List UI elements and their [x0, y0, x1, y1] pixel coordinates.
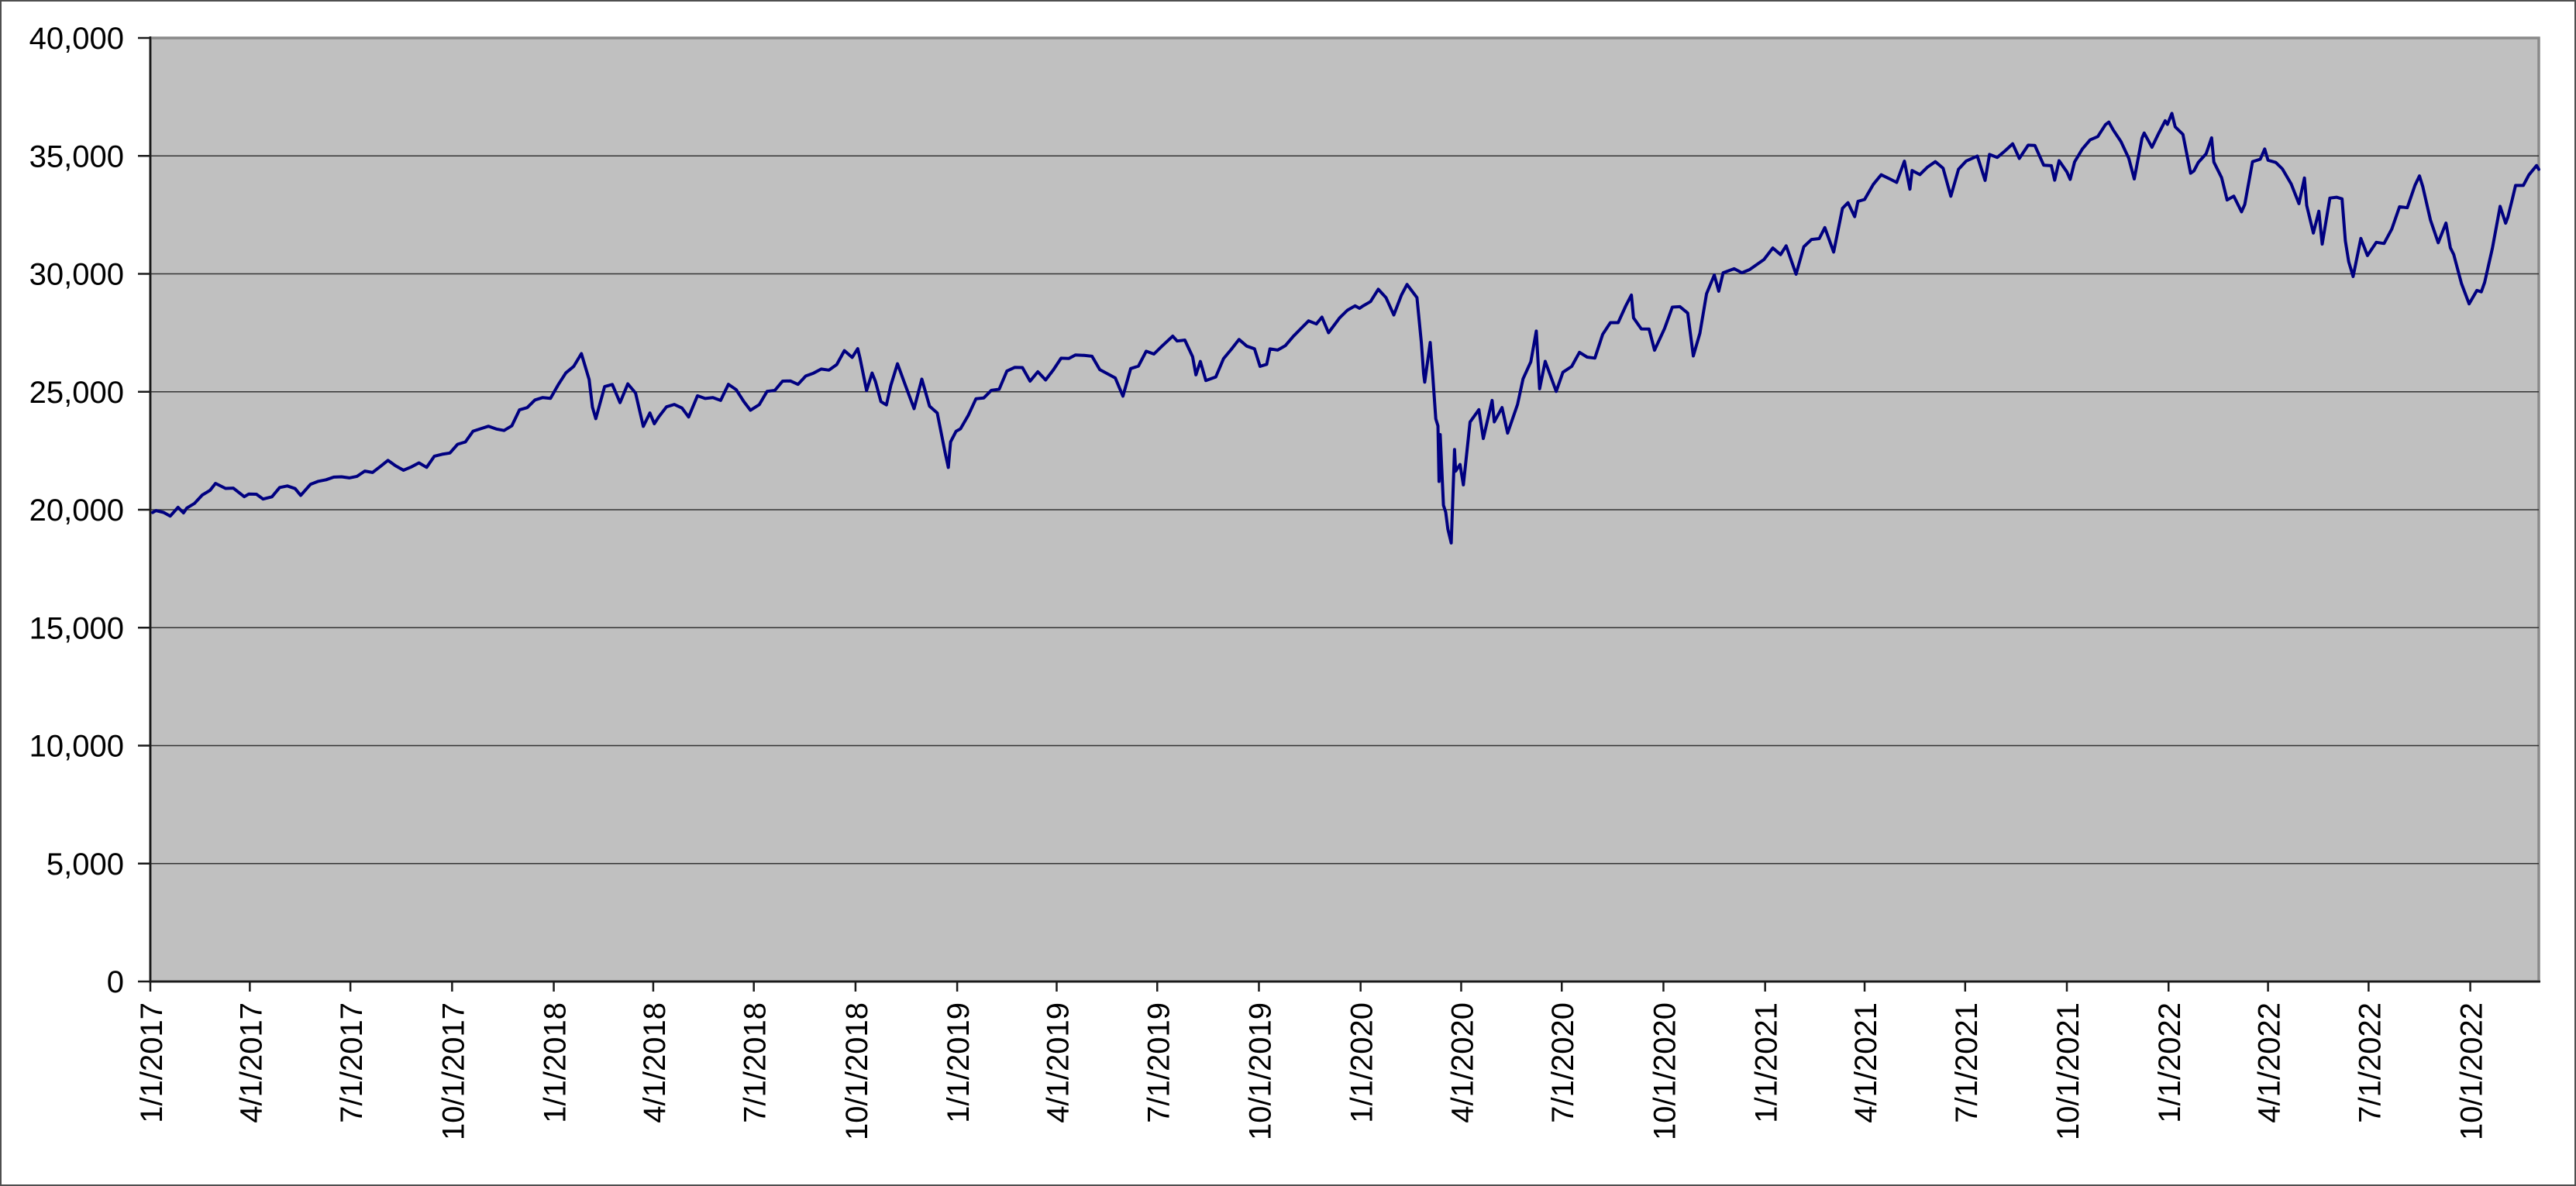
x-axis-tick-label: 7/1/2019 — [1142, 1002, 1176, 1123]
y-axis-tick-label: 35,000 — [29, 139, 124, 174]
x-axis-tick-label: 10/1/2019 — [1243, 1002, 1277, 1140]
x-axis-tick-label: 10/1/2021 — [2051, 1002, 2085, 1140]
x-axis-tick-label: 1/1/2018 — [539, 1002, 573, 1123]
y-axis-tick-label: 0 — [107, 965, 124, 999]
x-axis-tick-label: 1/1/2020 — [1345, 1002, 1379, 1123]
x-axis-tick-label: 1/1/2019 — [942, 1002, 976, 1123]
x-axis-tick-label: 10/1/2017 — [436, 1002, 470, 1140]
y-axis-tick-label: 30,000 — [29, 258, 124, 292]
y-axis-tick-label: 15,000 — [29, 611, 124, 645]
x-axis-tick-label: 10/1/2018 — [840, 1002, 874, 1140]
index-series-line — [150, 112, 2540, 545]
x-axis-tick-label: 4/1/2017 — [234, 1002, 268, 1123]
x-axis-tick-label: 4/1/2020 — [1445, 1002, 1479, 1123]
x-axis-tick-label: 7/1/2021 — [1950, 1002, 1984, 1123]
y-axis-tick-label: 5,000 — [46, 847, 124, 882]
x-axis-tick-label: 1/1/2017 — [135, 1002, 169, 1123]
y-axis-tick-label: 10,000 — [29, 730, 124, 764]
x-axis-tick-label: 7/1/2022 — [2353, 1002, 2387, 1123]
x-axis-tick-label: 1/1/2021 — [1750, 1002, 1784, 1123]
y-axis-tick-label: 20,000 — [29, 493, 124, 528]
x-axis-tick-label: 7/1/2017 — [335, 1002, 369, 1123]
x-axis-tick-label: 4/1/2018 — [638, 1002, 672, 1123]
x-axis-tick-label: 4/1/2019 — [1041, 1002, 1075, 1123]
y-axis-tick-label: 25,000 — [29, 376, 124, 410]
x-axis-tick-label: 4/1/2021 — [1849, 1002, 1883, 1123]
x-axis-tick-label: 7/1/2018 — [739, 1002, 773, 1123]
x-axis-tick-label: 4/1/2022 — [2253, 1002, 2287, 1123]
x-axis-tick-label: 10/1/2022 — [2455, 1002, 2489, 1140]
x-axis-tick-label: 10/1/2020 — [1648, 1002, 1682, 1140]
x-axis-tick-label: 1/1/2022 — [2153, 1002, 2187, 1123]
x-axis-tick-label: 7/1/2020 — [1546, 1002, 1580, 1123]
y-axis-tick-label: 40,000 — [29, 22, 124, 56]
